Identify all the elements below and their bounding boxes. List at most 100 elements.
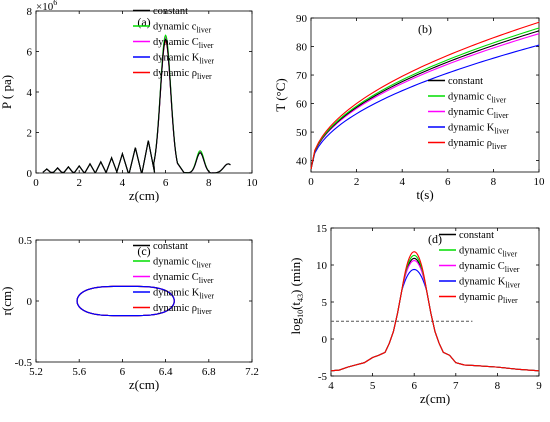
x-tick-label: 5.6 (72, 366, 86, 378)
x-tick-label: 5.2 (29, 366, 43, 378)
legend-entry: dynamic ρliver (153, 68, 212, 81)
x-tick-label: 6.8 (202, 366, 216, 378)
legend-entry-subscript: liver (491, 96, 506, 105)
legend-entry-subscript: liver (197, 307, 212, 316)
legend-entry: dynamic Kliver (153, 53, 214, 66)
x-tick-label: 6.4 (159, 366, 173, 378)
y-axis-label: T (°C) (273, 78, 288, 111)
series-line (330, 257, 540, 372)
x-tick-label: 2 (76, 177, 82, 189)
y-tick-label: 4 (27, 87, 33, 99)
y-axis-label-part: ) (min) (288, 257, 303, 293)
x-tick-label: 8 (495, 380, 501, 392)
legend-entry-name: dynamic K (448, 123, 495, 134)
legend-entry-name: constant (459, 230, 494, 241)
y-tick-label: 0 (322, 334, 328, 346)
legend-entry: constant (153, 6, 188, 17)
legend-entry: dynamic cliver (153, 22, 211, 35)
y-tick-label: 0 (27, 296, 33, 308)
y-tick-label: 90 (296, 13, 308, 25)
y-tick-label: 2 (27, 128, 33, 140)
x-tick-label: 8 (491, 176, 497, 188)
legend-entry-name: dynamic C (459, 261, 505, 272)
y-axis-label: P ( pa) (0, 75, 14, 109)
x-tick-label: 0 (308, 176, 314, 188)
legend-entry: dynamic Kliver (459, 277, 520, 290)
legend-entry: constant (459, 230, 494, 241)
legend-entry-name: dynamic K (153, 288, 200, 299)
series-line (76, 285, 175, 317)
legend-entry-name: constant (153, 241, 188, 252)
legend-entry-subscript: liver (492, 142, 507, 151)
x-tick-label: 8 (206, 177, 212, 189)
legend-entry-name: dynamic c (153, 257, 197, 268)
legend-entry-name: dynamic K (153, 53, 200, 64)
legend-entry-subscript: liver (494, 111, 509, 120)
panel-label: (c) (137, 244, 150, 258)
x-tick-label: 7.2 (245, 366, 259, 378)
legend-entry: dynamic cliver (153, 257, 211, 270)
series-line (330, 251, 540, 372)
y-tick-label: 70 (296, 70, 308, 82)
legend-entry-name: dynamic ρ (448, 138, 492, 149)
y-tick-label: 0 (27, 168, 33, 180)
x-tick-label: 5 (370, 380, 376, 392)
x-tick-label: 6 (120, 366, 126, 378)
y-tick-label: 10 (316, 260, 328, 272)
series-line (310, 44, 540, 170)
x-tick-label: 4 (120, 177, 126, 189)
series-line (330, 259, 540, 372)
legend-entry: constant (153, 241, 188, 252)
y-tick-label: 8 (27, 6, 33, 18)
series-line (310, 21, 540, 170)
legend-entry-name: dynamic K (459, 277, 506, 288)
legend-entry-subscript: liver (199, 57, 214, 66)
legend-entry: dynamic ρliver (459, 292, 518, 305)
legend-entry: dynamic cliver (448, 92, 506, 105)
x-tick-label: 6 (445, 176, 451, 188)
legend-entry: dynamic ρliver (153, 303, 212, 316)
x-axis-label: z(cm) (129, 188, 159, 203)
x-tick-label: 6 (163, 177, 169, 189)
y-tick-label: 6 (27, 47, 33, 59)
legend-entry: dynamic ρliver (448, 138, 507, 151)
x-axis-label: z(cm) (420, 391, 450, 406)
x-axis-label: t(s) (416, 187, 433, 202)
x-tick-label: 4 (399, 176, 405, 188)
legend-entry-subscript: liver (494, 127, 509, 136)
y-tick-label: -0.5 (15, 357, 33, 369)
legend-entry-subscript: liver (505, 281, 520, 290)
legend-entry: dynamic Kliver (448, 123, 509, 136)
legend-entry: dynamic Cliver (153, 272, 214, 285)
x-tick-label: 10 (534, 176, 546, 188)
legend-entry-name: constant (448, 76, 483, 87)
x-tick-label: 4 (328, 380, 334, 392)
legend-entry: dynamic Cliver (153, 37, 214, 50)
y-tick-label: 0.5 (18, 235, 32, 247)
y-tick-label: 80 (296, 42, 308, 54)
legend-entry-name: dynamic C (153, 272, 199, 283)
legend-entry-name: dynamic c (459, 246, 503, 257)
panel-label: (b) (418, 22, 432, 36)
y-tick-label: 40 (296, 156, 308, 168)
legend-entry-subscript: liver (505, 265, 520, 274)
series-line (310, 30, 540, 170)
legend-entry-name: dynamic c (153, 22, 197, 33)
x-axis-label: z(cm) (129, 377, 159, 392)
series-line (42, 38, 231, 174)
legend-entry-subscript: liver (199, 276, 214, 285)
legend-entry: dynamic Cliver (448, 107, 509, 120)
y-axis-label: r(cm) (0, 287, 14, 316)
legend-entry-name: dynamic ρ (459, 292, 503, 303)
y-tick-label: 15 (316, 223, 328, 235)
legend-entry: constant (448, 76, 483, 87)
legend-entry-name: constant (153, 6, 188, 17)
legend-entry-subscript: liver (199, 292, 214, 301)
plot-frame (35, 239, 253, 363)
y-multiplier-base: ×10 (36, 1, 54, 13)
legend-entry-subscript: liver (197, 72, 212, 81)
y-axis-label: log10(t43) (min) (288, 257, 305, 334)
